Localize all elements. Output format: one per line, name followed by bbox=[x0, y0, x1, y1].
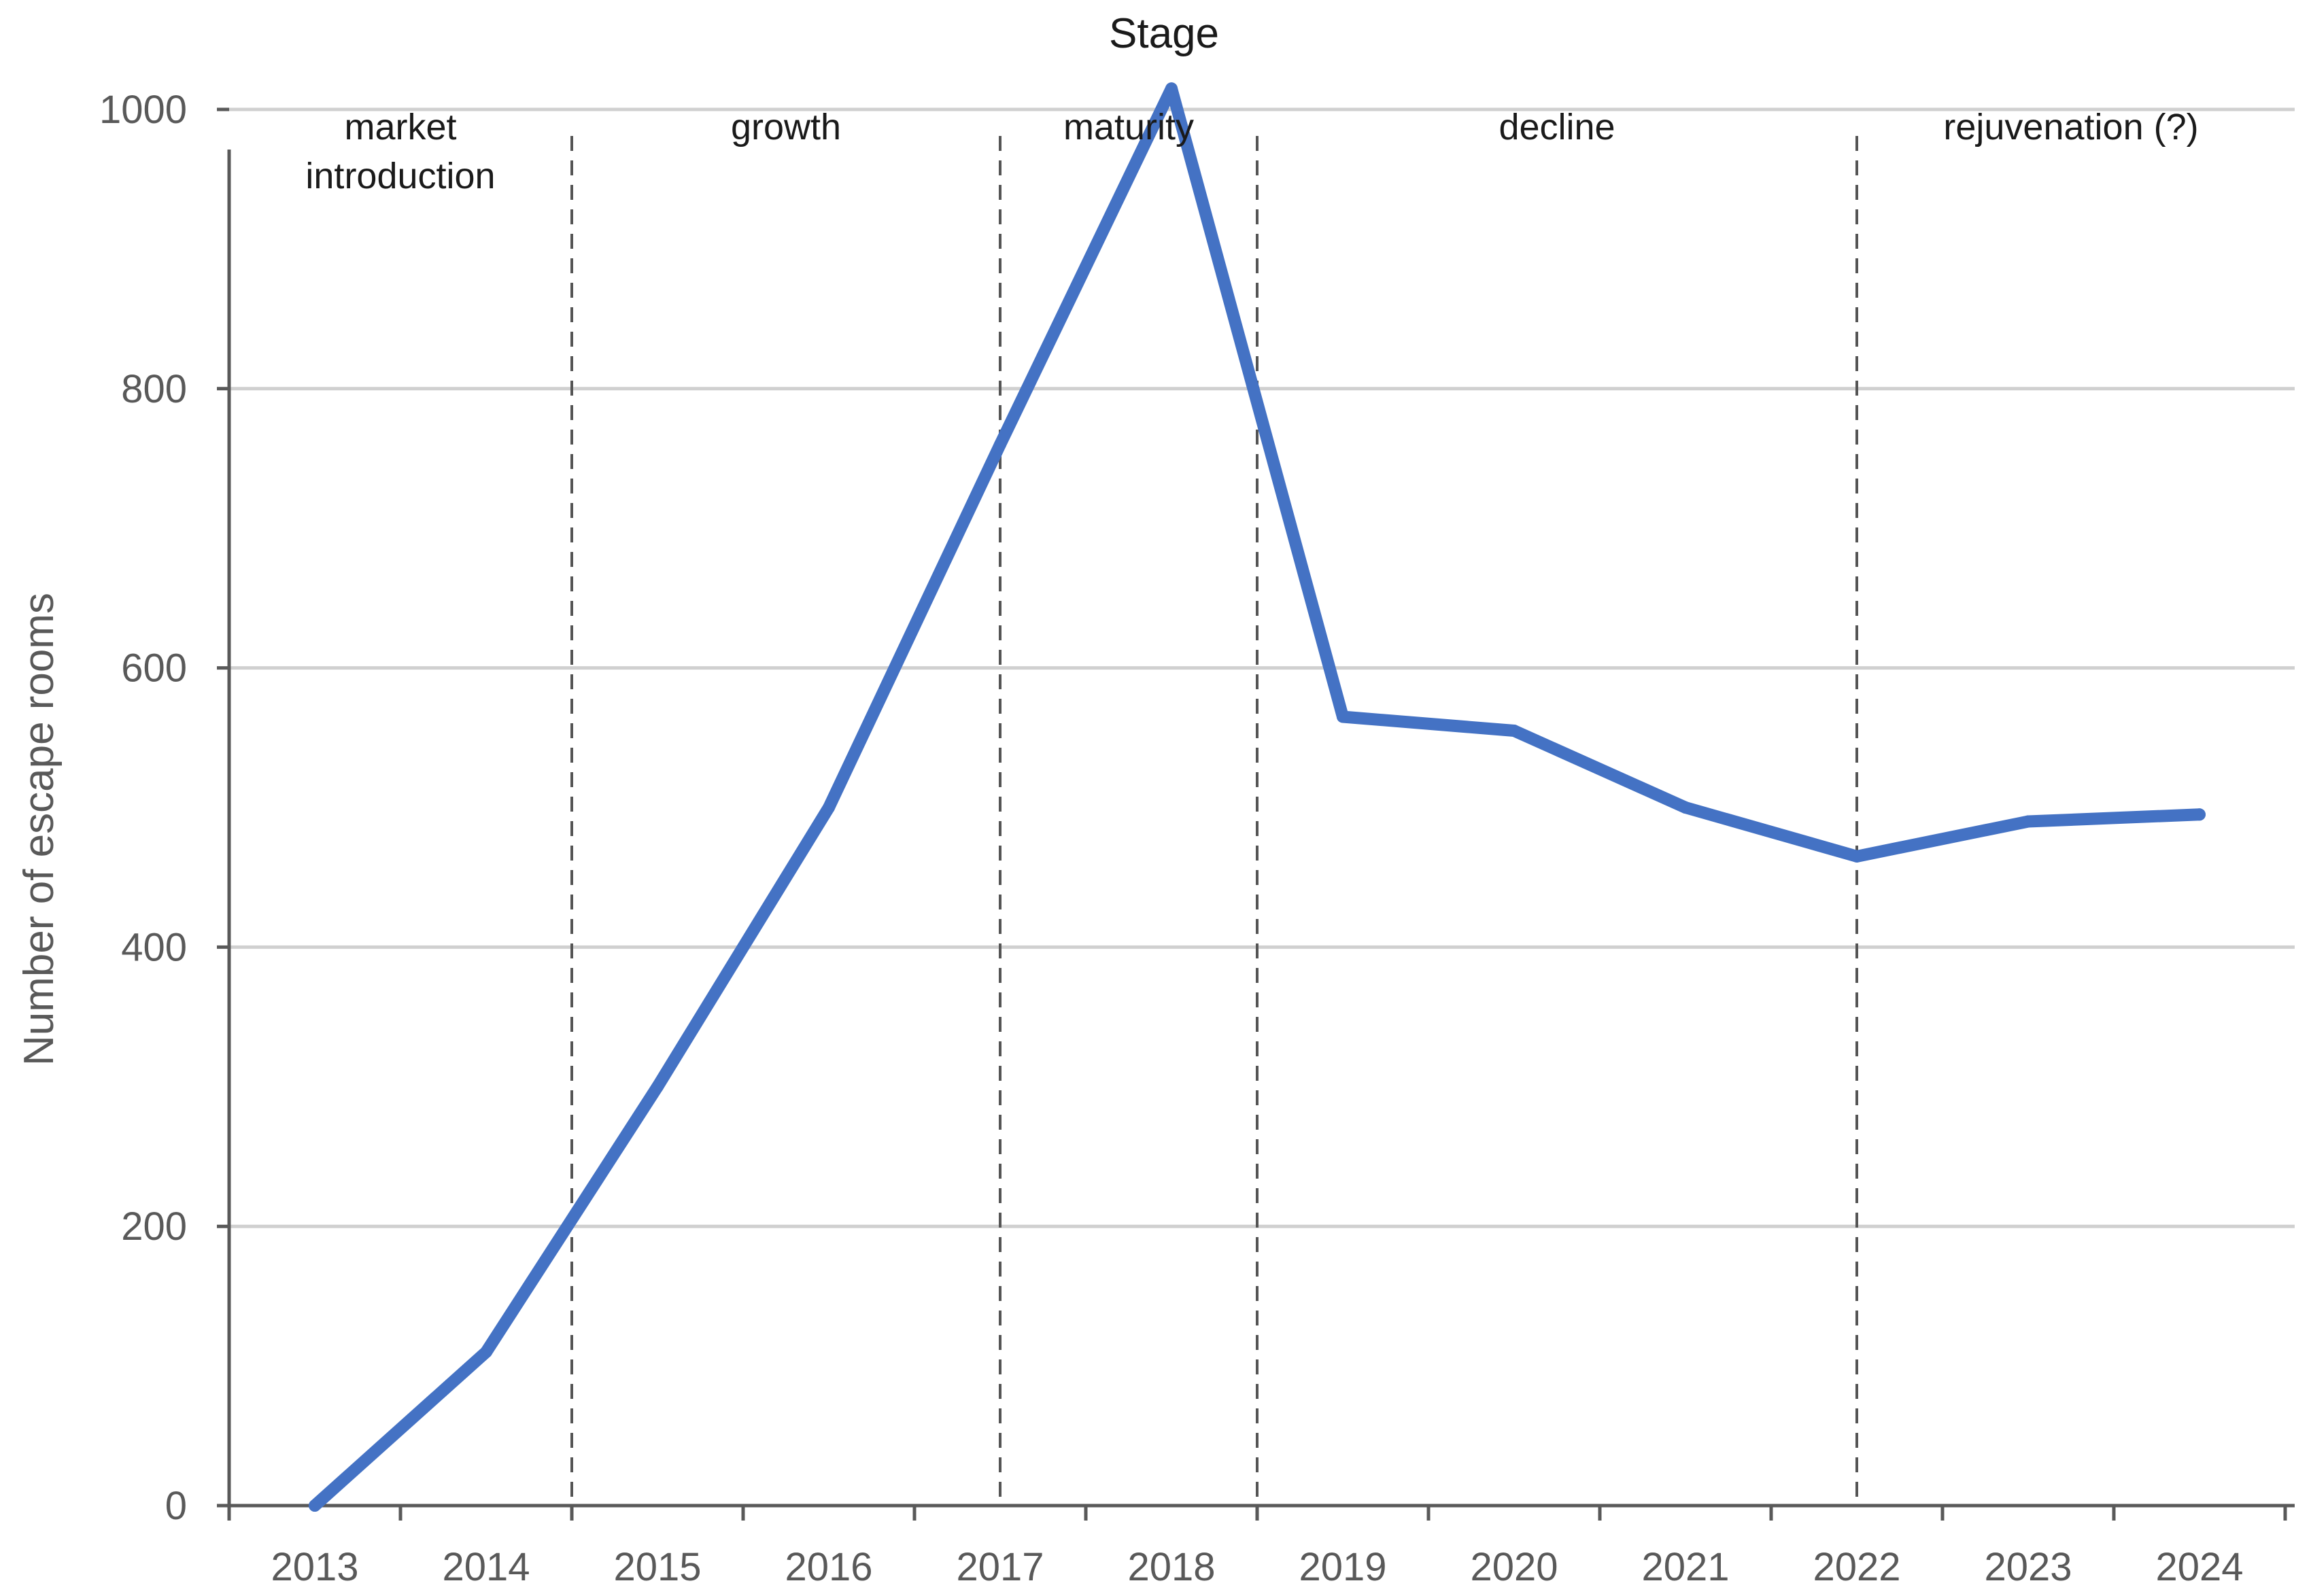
x-tick-label-2016: 2016 bbox=[785, 1545, 872, 1589]
stage-label-4-0: rejuvenation (?) bbox=[1943, 107, 2198, 148]
x-tick-label-2020: 2020 bbox=[1470, 1545, 1558, 1589]
series-line bbox=[309, 82, 2206, 1512]
x-tick-label-2018: 2018 bbox=[1127, 1545, 1215, 1589]
y-tick-label-0: 0 bbox=[165, 1484, 187, 1528]
stage-label-2-0: maturity bbox=[1063, 107, 1194, 148]
stage-label-0-0: market bbox=[344, 107, 456, 148]
data-point-2023 bbox=[2022, 815, 2034, 828]
axes bbox=[217, 107, 2295, 1521]
x-tick-label-2023: 2023 bbox=[1984, 1545, 2072, 1589]
y-tick-label-800: 800 bbox=[121, 367, 187, 411]
stage-label-3-0: decline bbox=[1499, 107, 1615, 148]
data-point-2020 bbox=[1508, 725, 1520, 738]
y-axis-title: Number of escape rooms bbox=[16, 593, 63, 1066]
stage-label-0-1: introduction bbox=[305, 156, 495, 196]
data-point-2017 bbox=[994, 438, 1006, 451]
x-tick-label-2019: 2019 bbox=[1299, 1545, 1386, 1589]
x-tick-label-2022: 2022 bbox=[1813, 1545, 1900, 1589]
data-point-2021 bbox=[1679, 801, 1692, 814]
y-tick-label-600: 600 bbox=[121, 646, 187, 691]
chart-title: Stage bbox=[1109, 10, 1219, 57]
stage-dividers bbox=[570, 136, 1858, 1506]
x-tick-label-2014: 2014 bbox=[442, 1545, 530, 1589]
data-point-2016 bbox=[823, 801, 835, 814]
data-point-2024 bbox=[2193, 808, 2206, 821]
y-tick-label-1000: 1000 bbox=[99, 88, 187, 132]
data-point-2022 bbox=[1851, 850, 1863, 863]
labels-layer: 0 200 400 600 800 1000 2013 2014 2015 2016 2017 201… bbox=[16, 10, 2244, 1589]
stage-label-1-0: growth bbox=[731, 107, 841, 148]
data-point-2013 bbox=[309, 1499, 321, 1512]
gridlines bbox=[229, 107, 2295, 1228]
x-tick-label-2024: 2024 bbox=[2155, 1545, 2243, 1589]
y-tick-label-200: 200 bbox=[121, 1204, 187, 1249]
x-tick-label-2021: 2021 bbox=[1641, 1545, 1729, 1589]
x-tick-label-2017: 2017 bbox=[956, 1545, 1044, 1589]
data-point-2015 bbox=[651, 1080, 664, 1093]
data-point-2014 bbox=[480, 1346, 492, 1359]
x-tick-label-2013: 2013 bbox=[271, 1545, 358, 1589]
series-layer bbox=[309, 82, 2206, 1512]
data-point-2019 bbox=[1337, 710, 1349, 723]
x-tick-label-2015: 2015 bbox=[613, 1545, 701, 1589]
data-point-2018 bbox=[1165, 82, 1178, 95]
y-tick-label-400: 400 bbox=[121, 925, 187, 969]
